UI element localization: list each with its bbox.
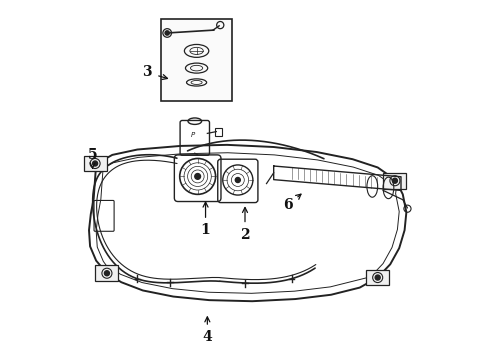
Circle shape — [195, 174, 200, 179]
FancyBboxPatch shape — [84, 156, 107, 171]
Bar — [161, 19, 232, 101]
Circle shape — [235, 177, 240, 183]
Text: 2: 2 — [240, 228, 250, 242]
Circle shape — [392, 178, 397, 183]
Text: P: P — [191, 132, 195, 138]
Circle shape — [93, 161, 98, 166]
Text: 4: 4 — [202, 330, 212, 344]
Text: 3: 3 — [142, 66, 151, 80]
Bar — [215, 129, 221, 136]
FancyBboxPatch shape — [366, 270, 389, 285]
Text: 6: 6 — [283, 198, 293, 212]
Circle shape — [104, 271, 109, 276]
Text: 5: 5 — [88, 148, 98, 162]
Circle shape — [165, 31, 170, 35]
FancyBboxPatch shape — [383, 173, 406, 189]
FancyBboxPatch shape — [96, 265, 119, 281]
Circle shape — [375, 275, 380, 280]
Text: 1: 1 — [201, 223, 210, 237]
